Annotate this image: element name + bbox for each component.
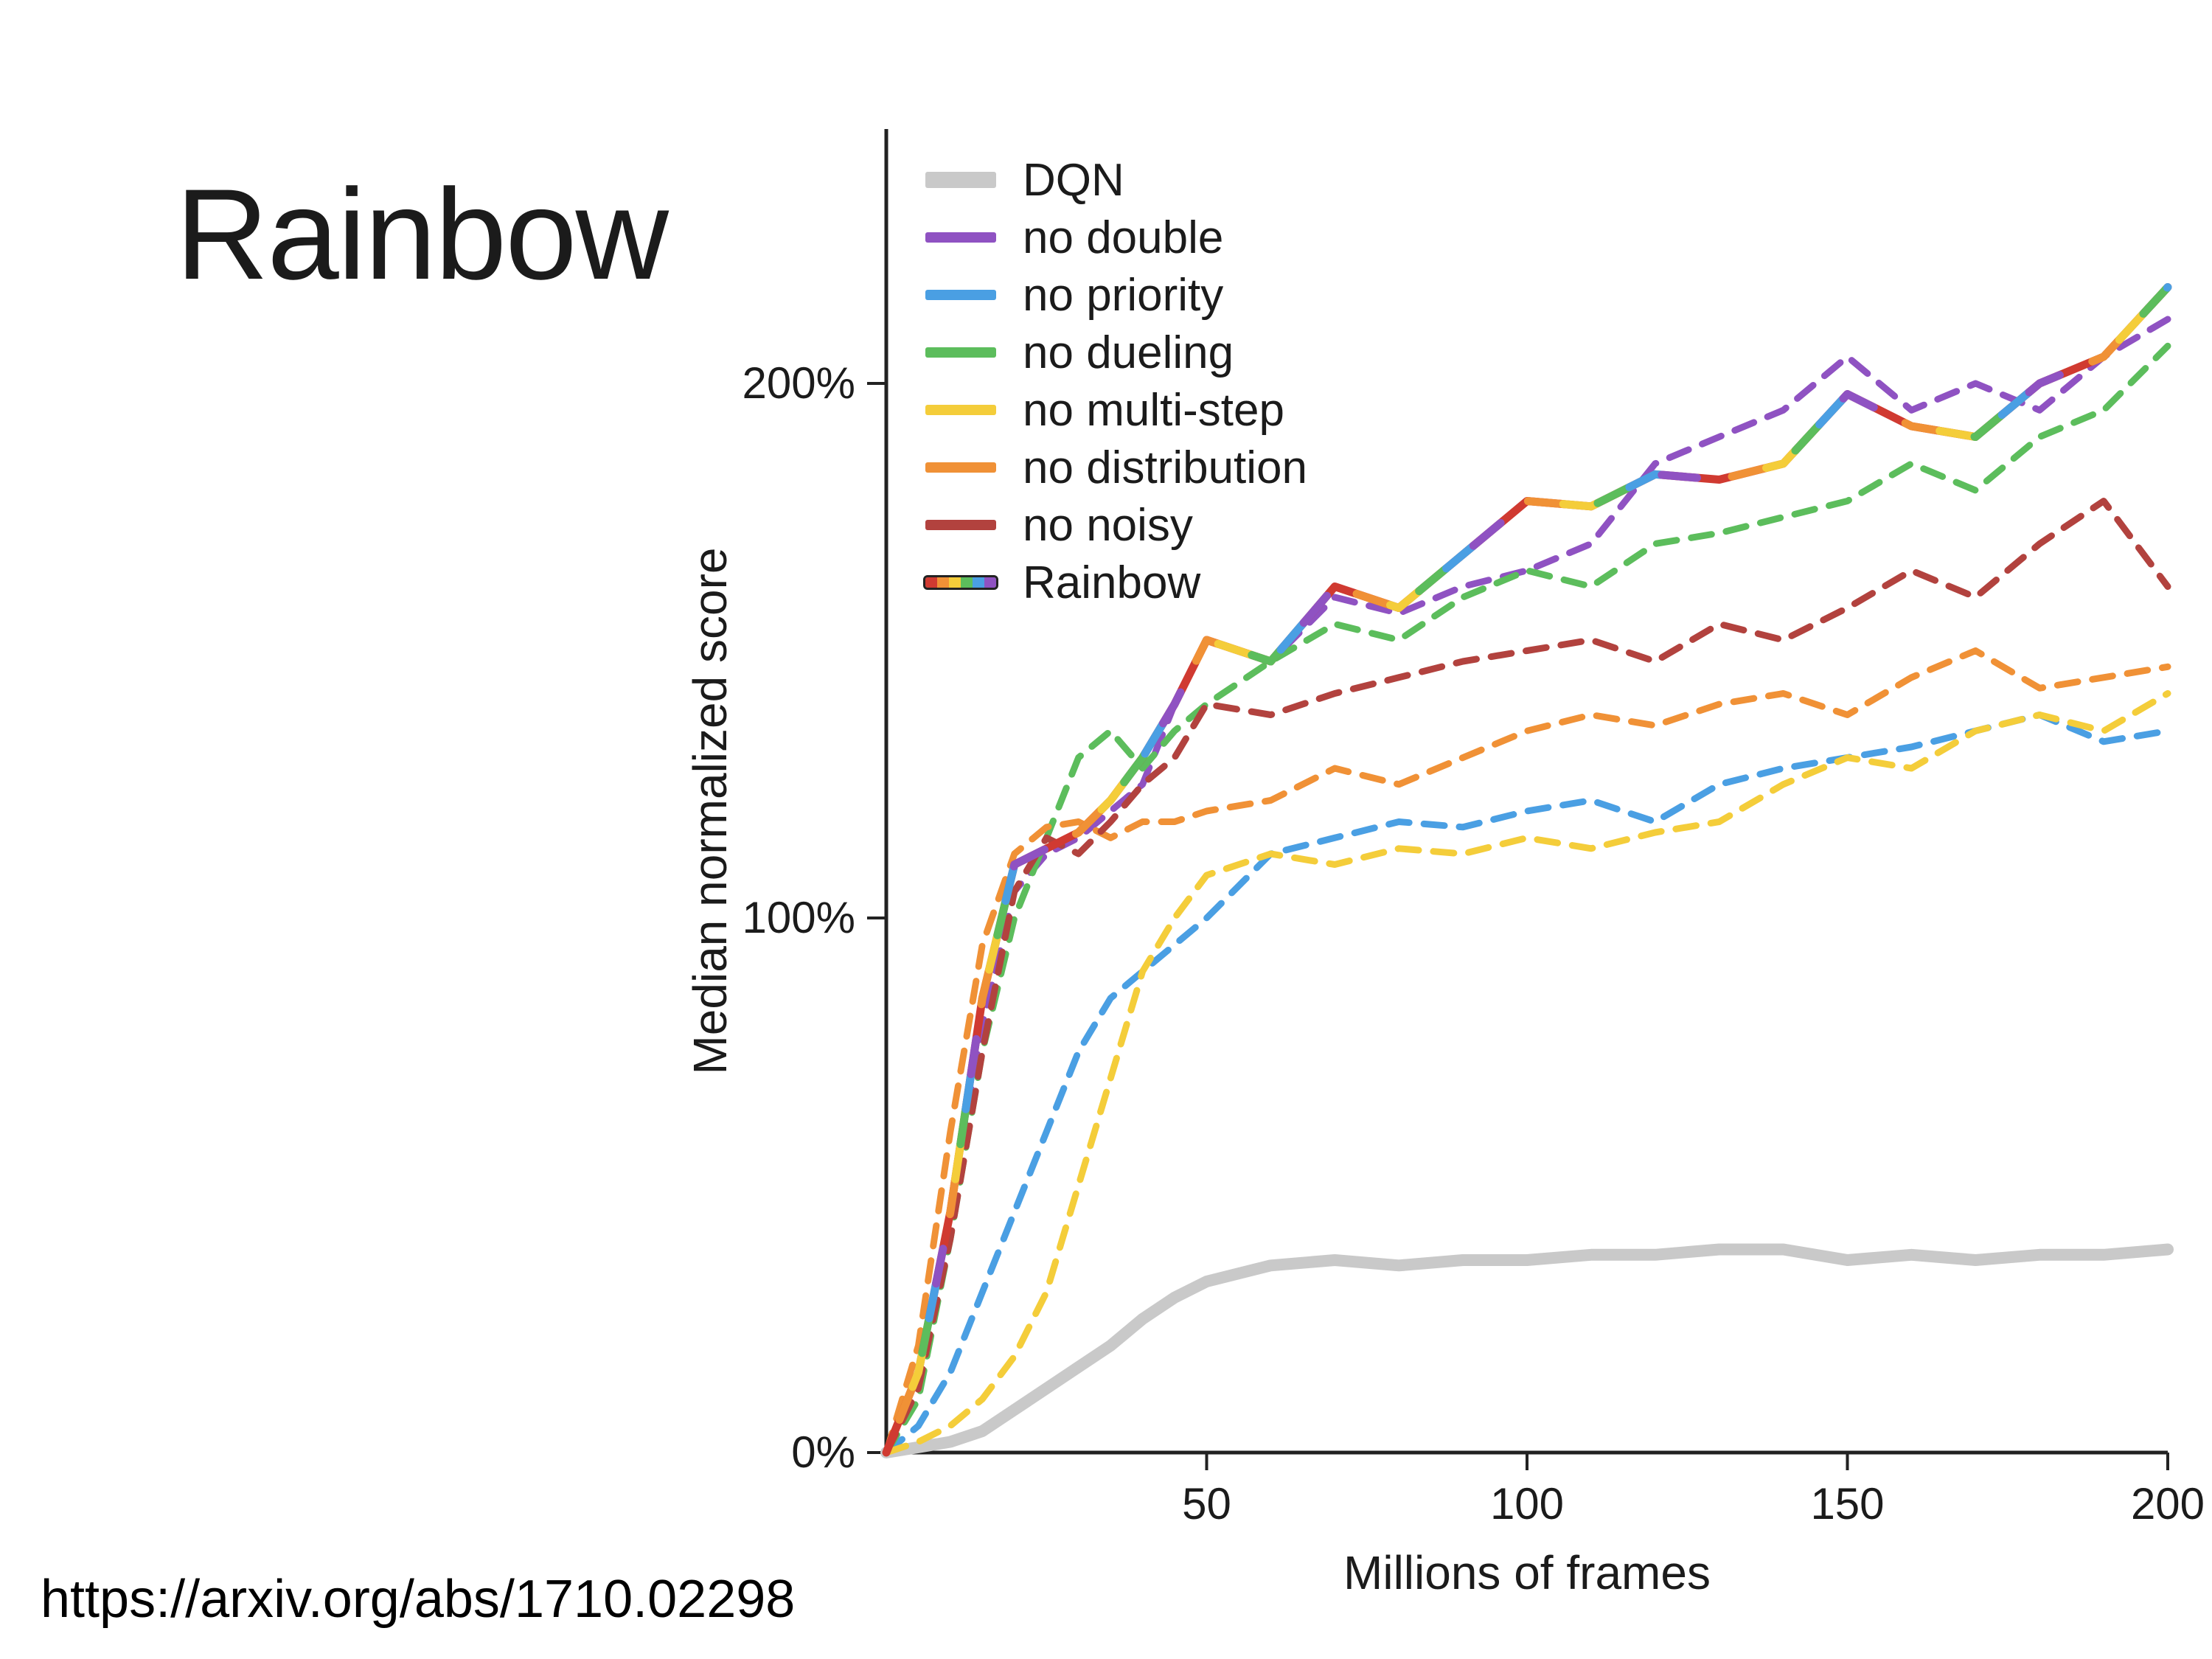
legend-item-no-noisy: no noisy [925, 496, 1307, 554]
legend-swatch-no-distribution [925, 462, 996, 473]
legend-swatch-no-double [925, 232, 996, 243]
legend-item-no-priority: no priority [925, 266, 1307, 324]
legend-item-dqn: DQN [925, 151, 1307, 209]
y-axis-label: Median normalized score [684, 548, 737, 1075]
series-line-rainbow-segment [882, 283, 2172, 1457]
x-axis-label: Millions of frames [1343, 1546, 1711, 1599]
series-line-no-dueling [883, 342, 2171, 1456]
legend-item-rainbow: Rainbow [923, 554, 1307, 611]
legend-swatch-no-multi-step [925, 405, 996, 415]
series-line-no-priority [883, 712, 2171, 1456]
series-line-no-multi-step [883, 690, 2171, 1456]
series-line-dqn [880, 1243, 2174, 1458]
legend-item-no-dueling: no dueling [925, 324, 1307, 381]
legend-item-no-double: no double [925, 209, 1307, 266]
y-tick-label: 200% [742, 358, 855, 408]
series-line-no-distribution [883, 647, 2171, 1456]
legend-label-dqn: DQN [1023, 154, 1124, 206]
legend-swatch-rainbow [923, 575, 998, 590]
legend-item-no-distribution: no distribution [925, 439, 1307, 496]
legend-swatch-no-dueling [925, 347, 996, 358]
legend-label-no-double: no double [1023, 212, 1224, 263]
source-url[interactable]: https://arxiv.org/abs/1710.02298 [41, 1570, 796, 1629]
legend-label-no-noisy: no noisy [1023, 499, 1193, 551]
y-tick-label: 100% [742, 893, 855, 942]
legend-label-no-multi-step: no multi-step [1023, 384, 1284, 436]
legend-item-no-multi-step: no multi-step [925, 381, 1307, 439]
legend-swatch-no-priority [925, 290, 996, 300]
legend-label-no-priority: no priority [1023, 269, 1224, 321]
legend-label-no-distribution: no distribution [1023, 442, 1308, 493]
series-line-rainbow-segment [882, 283, 2172, 1457]
x-tick-label: 200 [2131, 1479, 2205, 1528]
slide-title: Rainbow [175, 163, 669, 307]
x-tick-label: 150 [1810, 1479, 1884, 1528]
legend-label-no-dueling: no dueling [1023, 327, 1234, 378]
y-tick-label: 0% [791, 1427, 855, 1477]
legend-swatch-dqn [925, 172, 996, 188]
legend-label-rainbow: Rainbow [1023, 557, 1201, 608]
series-line-no-noisy [883, 498, 2171, 1456]
chart-legend: DQN no double no priority no dueling no mult… [923, 151, 1307, 611]
x-tick-label: 50 [1182, 1479, 1231, 1528]
x-tick-label: 100 [1490, 1479, 1564, 1528]
legend-swatch-no-noisy [925, 520, 996, 530]
